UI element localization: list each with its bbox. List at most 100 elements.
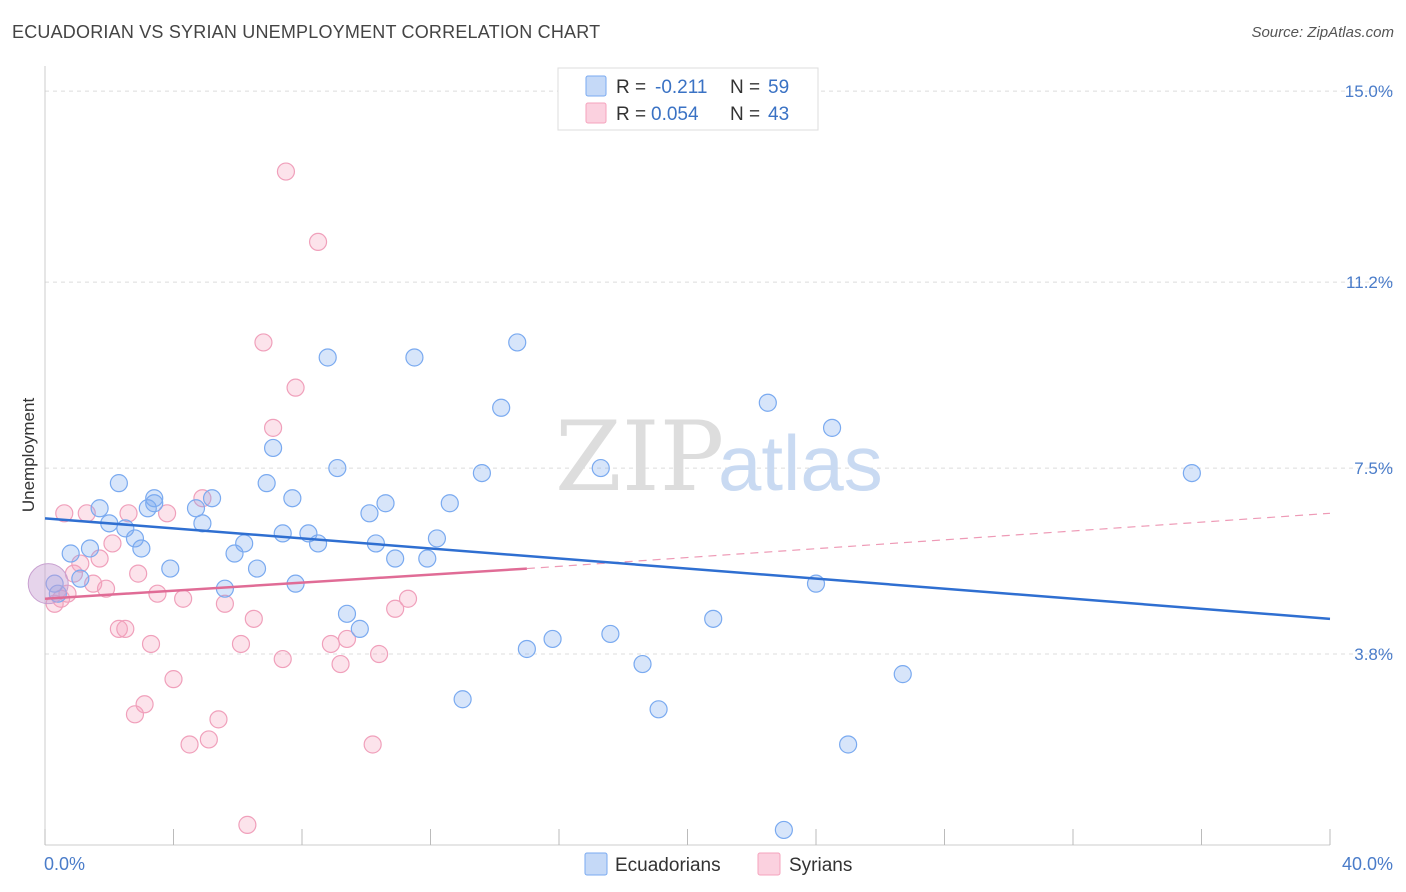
ecuadorians-point-21 <box>283 489 302 508</box>
ecuadorians-point-7 <box>132 539 151 558</box>
ecuadorians-point-27 <box>337 604 357 623</box>
legend-r-label-1: R = <box>616 77 646 98</box>
ecuadorians-point-48 <box>758 393 777 412</box>
ecuadorians-point-6 <box>125 529 145 548</box>
syrians-point-30 <box>263 418 283 437</box>
ecuadorians-point-1 <box>80 539 100 558</box>
syrians-point-26 <box>231 634 251 654</box>
ecuadorians-points <box>27 333 1201 840</box>
ecuadorians-point-39 <box>492 398 511 417</box>
ecuadorians-point-42 <box>543 629 562 649</box>
syrians-point-21 <box>180 735 199 754</box>
ecuadorians-point-58 <box>45 574 64 593</box>
ecuadorians-point-34 <box>418 549 437 568</box>
correlation-legend: R = -0.211 N = 59 R = 0.054 N = 43 <box>557 67 819 131</box>
ecuadorians-point-52 <box>839 735 858 754</box>
ecuadorians-point-18 <box>257 474 276 493</box>
legend-n-label-1: N = <box>730 77 760 98</box>
ecuadorians-point-57 <box>145 489 164 508</box>
ecuadorians-point-40 <box>508 333 527 352</box>
ecuadorians-point-45 <box>633 654 652 674</box>
x-tick-label-1: 40.0% <box>1342 854 1393 874</box>
ecuadorians-point-10 <box>161 559 180 578</box>
syrians-point-34 <box>308 232 328 252</box>
watermark-atlas: atlas <box>718 419 883 507</box>
ecuadorians-point-26 <box>328 458 347 478</box>
ecuadorians-point-16 <box>235 534 254 553</box>
y-tick-label-3: 15.0% <box>1345 82 1393 101</box>
series-label-ecuadorians: Ecuadorians <box>615 855 721 876</box>
syrians-point-29 <box>254 333 273 352</box>
series-label-syrians: Syrians <box>789 855 852 876</box>
syrians-point-14 <box>129 564 148 583</box>
ecuadorians-point-20 <box>273 524 292 543</box>
ecuadorians-point-53 <box>893 665 912 684</box>
ecuadorians-point-9 <box>145 494 164 513</box>
axes <box>44 66 1331 846</box>
syrians-point-9 <box>103 534 122 553</box>
ecuadorians-point-46 <box>649 700 668 719</box>
syrians-point-41 <box>398 589 418 608</box>
syrians-point-28 <box>244 609 263 628</box>
legend-n-value-2: 43 <box>768 104 789 125</box>
ecuadorians-point-28 <box>350 619 369 638</box>
x-tick-labels: 0.0% 40.0% <box>44 854 1393 874</box>
ecuadorians-trend-line <box>44 517 1331 621</box>
ecuadorians-point-51 <box>822 418 842 437</box>
legend-r-value-2: 0.054 <box>651 104 699 125</box>
watermark-zip: ZIP <box>555 401 724 513</box>
gridlines <box>45 90 1395 655</box>
ecuadorians-point-38 <box>472 463 491 483</box>
syrians-point-33 <box>286 378 305 397</box>
y-tick-label-0: 3.8% <box>1354 645 1393 664</box>
ecuadorians-point-29 <box>360 504 379 523</box>
ecuadorians-point-36 <box>440 494 459 513</box>
ecuadorians-point-32 <box>386 549 405 568</box>
syrians-point-37 <box>337 629 357 649</box>
cluster-point <box>27 563 69 605</box>
ecuadorians-point-13 <box>202 489 222 508</box>
ecuadorians-point-44 <box>601 624 620 644</box>
legend-r-value-1: -0.211 <box>655 77 707 98</box>
syrians-point-20 <box>174 589 193 608</box>
ecuadorians-point-11 <box>186 499 206 518</box>
legend-n-value-1: 59 <box>768 77 789 98</box>
trend-lines <box>44 512 1331 621</box>
y-tick-label-1: 7.5% <box>1354 459 1393 478</box>
ecuadorians-point-41 <box>517 639 536 659</box>
syrians-point-27 <box>238 815 257 834</box>
syrians-point-10 <box>109 619 128 638</box>
ecuadorians-point-43 <box>591 458 610 478</box>
syrians-point-23 <box>199 730 218 749</box>
syrians-point-40 <box>386 599 405 618</box>
syrians-point-16 <box>141 634 161 654</box>
legend-r-label-2: R = <box>616 104 646 125</box>
ecuadorians-point-2 <box>90 499 109 518</box>
series-swatch-ecuadorians <box>584 852 608 876</box>
syrians-point-25 <box>215 594 234 613</box>
legend-swatch-ecuadorians <box>585 75 607 97</box>
ecuadorians-point-0 <box>61 544 80 563</box>
y-tick-labels: 3.8% 7.5% 11.2% 15.0% <box>1345 82 1393 664</box>
ecuadorians-point-31 <box>376 494 395 513</box>
ecuadorians-point-54 <box>1182 463 1201 483</box>
legend-n-label-2: N = <box>730 104 760 125</box>
source-credit: Source: ZipAtlas.com <box>1251 24 1394 41</box>
syrians-point-38 <box>363 735 382 754</box>
chart-title: ECUADORIAN VS SYRIAN UNEMPLOYMENT CORREL… <box>12 22 601 42</box>
syrians-point-11 <box>116 619 135 638</box>
ecuadorians-point-56 <box>71 569 90 588</box>
syrians-point-42 <box>55 504 74 523</box>
syrians-point-12 <box>119 504 138 523</box>
ecuadorians-point-35 <box>427 529 447 548</box>
y-tick-label-2: 11.2% <box>1346 273 1393 292</box>
syrians-point-22 <box>193 489 212 508</box>
y-axis-label: Unemployment <box>19 398 38 513</box>
series-legend: Ecuadorians Syrians <box>584 852 852 876</box>
syrians-point-36 <box>331 654 350 674</box>
x-tick-label-0: 0.0% <box>44 854 85 874</box>
ecuadorians-point-37 <box>453 690 472 709</box>
syrians-point-39 <box>370 644 389 664</box>
syrians-point-18 <box>157 504 177 523</box>
ecuadorians-point-24 <box>308 534 328 553</box>
